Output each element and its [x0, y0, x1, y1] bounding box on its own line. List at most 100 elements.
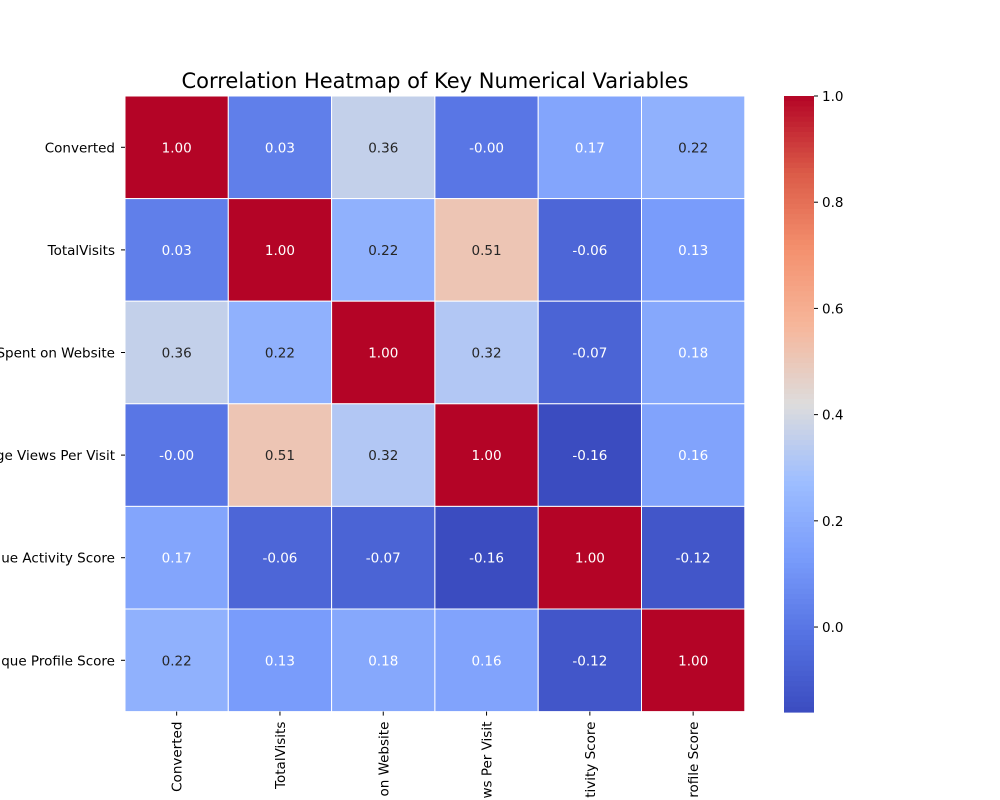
colorbar-segment: [784, 460, 814, 467]
colorbar-segment: [784, 404, 814, 410]
colorbar-segment: [784, 640, 814, 646]
heatmap-cell: [434, 198, 539, 302]
colorbar-segment: [784, 383, 814, 390]
heatmap-cell: [124, 300, 229, 405]
y-tick-label: ge Views Per Visit: [0, 448, 115, 464]
x-tick-label: Converted: [170, 722, 186, 792]
colorbar-segment: [784, 681, 814, 687]
colorbar-segment: [784, 260, 814, 266]
colorbar-segment: [784, 398, 814, 405]
colorbar-segment: [784, 593, 814, 600]
colorbar-segment: [784, 352, 814, 359]
heatmap-cell: [434, 505, 539, 610]
cell-value-label: 0.22: [162, 653, 192, 669]
colorbar-segment: [784, 696, 814, 703]
colorbar-tick-label: 0.0: [822, 620, 843, 636]
y-tick-label: Spent on Website: [0, 346, 115, 362]
cell-value-label: 0.17: [575, 140, 605, 156]
colorbar-segment: [784, 157, 814, 164]
colorbar-segment: [784, 583, 814, 590]
colorbar-segment: [784, 280, 814, 287]
colorbar-segment: [784, 470, 814, 477]
colorbar-segment: [784, 270, 814, 277]
colorbar-segment: [784, 424, 814, 431]
colorbar-segment: [784, 624, 814, 631]
colorbar-segment: [784, 558, 814, 564]
cell-value-label: -0.06: [572, 243, 607, 259]
heatmap-cell: [434, 95, 539, 200]
colorbar-segment: [784, 96, 814, 102]
colorbar-segment: [784, 691, 814, 698]
heatmap-cell: [641, 300, 746, 405]
colorbar-segment: [784, 116, 814, 123]
colorbar-segment: [784, 455, 814, 462]
x-tick-label: on Website: [376, 722, 392, 797]
colorbar-segment: [784, 101, 814, 107]
cell-value-label: 0.03: [265, 140, 295, 156]
colorbar-segment: [784, 486, 814, 492]
cell-value-label: 0.03: [162, 243, 192, 259]
cell-value-label: 1.00: [472, 448, 502, 464]
heatmap-cell: [227, 198, 333, 302]
cell-value-label: 1.00: [575, 551, 605, 567]
heatmap-cell: [124, 403, 229, 507]
cell-value-label: -0.16: [572, 448, 607, 464]
row-labels: Converted TotalVisits Spent on Website ge V…: [0, 140, 125, 669]
colorbar-segment: [784, 522, 814, 528]
cell-value-label: -0.07: [366, 551, 401, 567]
cell-value-label: 0.13: [265, 653, 295, 669]
x-tick-label: tivity Score: [583, 722, 599, 798]
colorbar-segment: [784, 563, 814, 569]
heatmap-cell: [124, 95, 229, 200]
colorbar-segment: [784, 511, 814, 518]
colorbar-segment: [784, 275, 814, 282]
colorbar-segment: [784, 506, 814, 513]
colorbar-segment: [784, 614, 814, 621]
colorbar-segment: [784, 126, 814, 133]
colorbar-segment: [784, 650, 814, 657]
colorbar-segment: [784, 604, 814, 610]
colorbar-segment: [784, 121, 814, 128]
colorbar-segment: [784, 619, 814, 626]
heatmap-cell: [434, 300, 539, 405]
cell-value-label: 0.32: [472, 346, 502, 362]
heatmap-cell: [434, 403, 539, 507]
colorbar-tick-label: 1.0: [822, 89, 843, 105]
colorbar-segment: [784, 183, 814, 189]
colorbar-tick-label: 0.8: [822, 195, 843, 211]
colorbar-segment: [784, 378, 814, 385]
colorbar-segment: [784, 414, 814, 420]
heatmap-cell: [641, 403, 746, 507]
colorbar-segment: [784, 106, 814, 112]
cell-value-label: 0.51: [472, 243, 502, 259]
colorbar-segment: [784, 516, 814, 523]
colorbar-segment: [784, 357, 814, 364]
colorbar-segment: [784, 229, 814, 236]
heatmap-cell: [227, 300, 333, 405]
colorbar-segment: [784, 645, 814, 651]
colorbar-segment: [784, 609, 814, 616]
heatmap-cell: [641, 198, 746, 302]
chart-title: Correlation Heatmap of Key Numerical Var…: [181, 69, 688, 93]
colorbar-segment: [784, 214, 814, 220]
colorbar-segment: [784, 255, 814, 261]
cell-value-label: 0.32: [368, 448, 398, 464]
colorbar-segment: [784, 208, 814, 215]
colorbar-segment: [784, 706, 814, 713]
colorbar-segment: [784, 429, 814, 436]
x-tick-label: ws Per Visit: [480, 722, 496, 799]
heatmap-cell: [124, 608, 229, 713]
colorbar-segment: [784, 250, 814, 256]
x-tick-label: TotalVisits: [273, 722, 289, 790]
colorbar-segment: [784, 532, 814, 539]
heatmap-cell: [537, 505, 643, 610]
colorbar-segment: [784, 203, 814, 210]
colorbar-segment: [784, 419, 814, 426]
cell-value-label: 1.00: [162, 140, 192, 156]
column-labels: Converted TotalVisits on Website ws Per Vis…: [170, 711, 702, 799]
colorbar-segment: [784, 573, 814, 580]
cell-value-label: -0.16: [469, 551, 504, 567]
colorbar-segment: [784, 434, 814, 441]
x-tick-label: rofile Score: [686, 722, 702, 798]
